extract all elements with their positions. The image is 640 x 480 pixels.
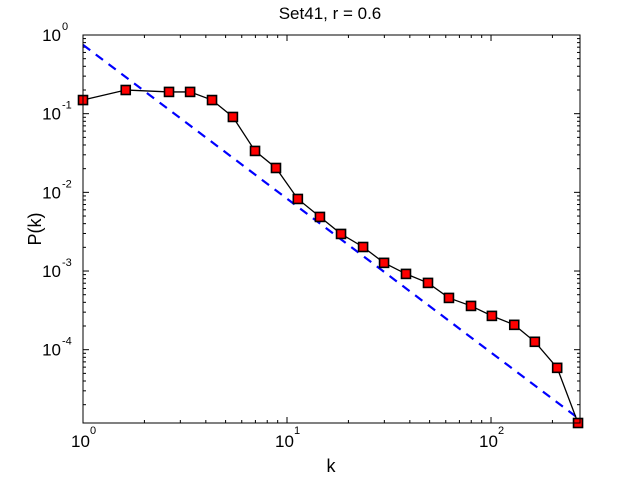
data-marker bbox=[249, 145, 261, 157]
svg-text:10: 10 bbox=[42, 26, 61, 45]
data-marker bbox=[422, 277, 434, 289]
data-marker bbox=[508, 319, 520, 331]
data-marker bbox=[529, 336, 541, 348]
data-marker bbox=[206, 94, 218, 106]
y-tick-label: 10 -2 bbox=[42, 178, 72, 202]
data-marker bbox=[335, 228, 347, 240]
data-series bbox=[77, 84, 584, 429]
svg-text:-4: -4 bbox=[62, 336, 72, 348]
plot-area bbox=[83, 35, 580, 423]
svg-text:0: 0 bbox=[90, 425, 96, 437]
data-marker bbox=[465, 300, 477, 312]
x-tick-label: 102 bbox=[479, 425, 504, 451]
data-marker bbox=[551, 362, 563, 374]
svg-text:-1: -1 bbox=[62, 100, 72, 112]
svg-text:-2: -2 bbox=[62, 178, 72, 190]
x-axis-label: k bbox=[327, 456, 337, 476]
data-line bbox=[82, 89, 579, 424]
y-tick-label: 10 -1 bbox=[42, 100, 72, 124]
y-tick-label: 10 -4 bbox=[42, 336, 72, 360]
data-marker bbox=[378, 257, 390, 269]
svg-text:10: 10 bbox=[479, 432, 498, 451]
y-axis-label: P(k) bbox=[25, 213, 45, 246]
data-marker bbox=[400, 268, 412, 280]
fit-dashed-line bbox=[82, 43, 579, 419]
data-marker bbox=[184, 86, 196, 98]
svg-text:10: 10 bbox=[42, 341, 61, 360]
svg-text:-3: -3 bbox=[62, 257, 72, 269]
data-marker bbox=[486, 310, 498, 322]
data-marker bbox=[314, 211, 326, 223]
svg-text:10: 10 bbox=[71, 432, 90, 451]
data-marker bbox=[443, 292, 455, 304]
data-marker bbox=[163, 86, 175, 98]
svg-text:10: 10 bbox=[42, 262, 61, 281]
chart-title: Set41, r = 0.6 bbox=[279, 4, 382, 23]
svg-text:10: 10 bbox=[275, 432, 294, 451]
data-marker bbox=[227, 111, 239, 123]
data-marker bbox=[270, 162, 282, 174]
svg-text:10: 10 bbox=[42, 183, 61, 202]
svg-text:10: 10 bbox=[42, 105, 61, 124]
axes-box bbox=[82, 34, 581, 424]
svg-text:0: 0 bbox=[62, 21, 68, 33]
fit-line bbox=[82, 43, 579, 419]
x-tick-label: 100 bbox=[71, 425, 96, 451]
svg-text:1: 1 bbox=[294, 425, 300, 437]
y-tick-label: 10 0 bbox=[42, 21, 68, 45]
y-tick-label: 10 -3 bbox=[42, 257, 72, 281]
svg-text:2: 2 bbox=[498, 425, 504, 437]
data-marker bbox=[357, 241, 369, 253]
data-marker bbox=[120, 84, 132, 96]
x-tick-label: 101 bbox=[275, 425, 300, 451]
data-marker bbox=[292, 193, 304, 205]
